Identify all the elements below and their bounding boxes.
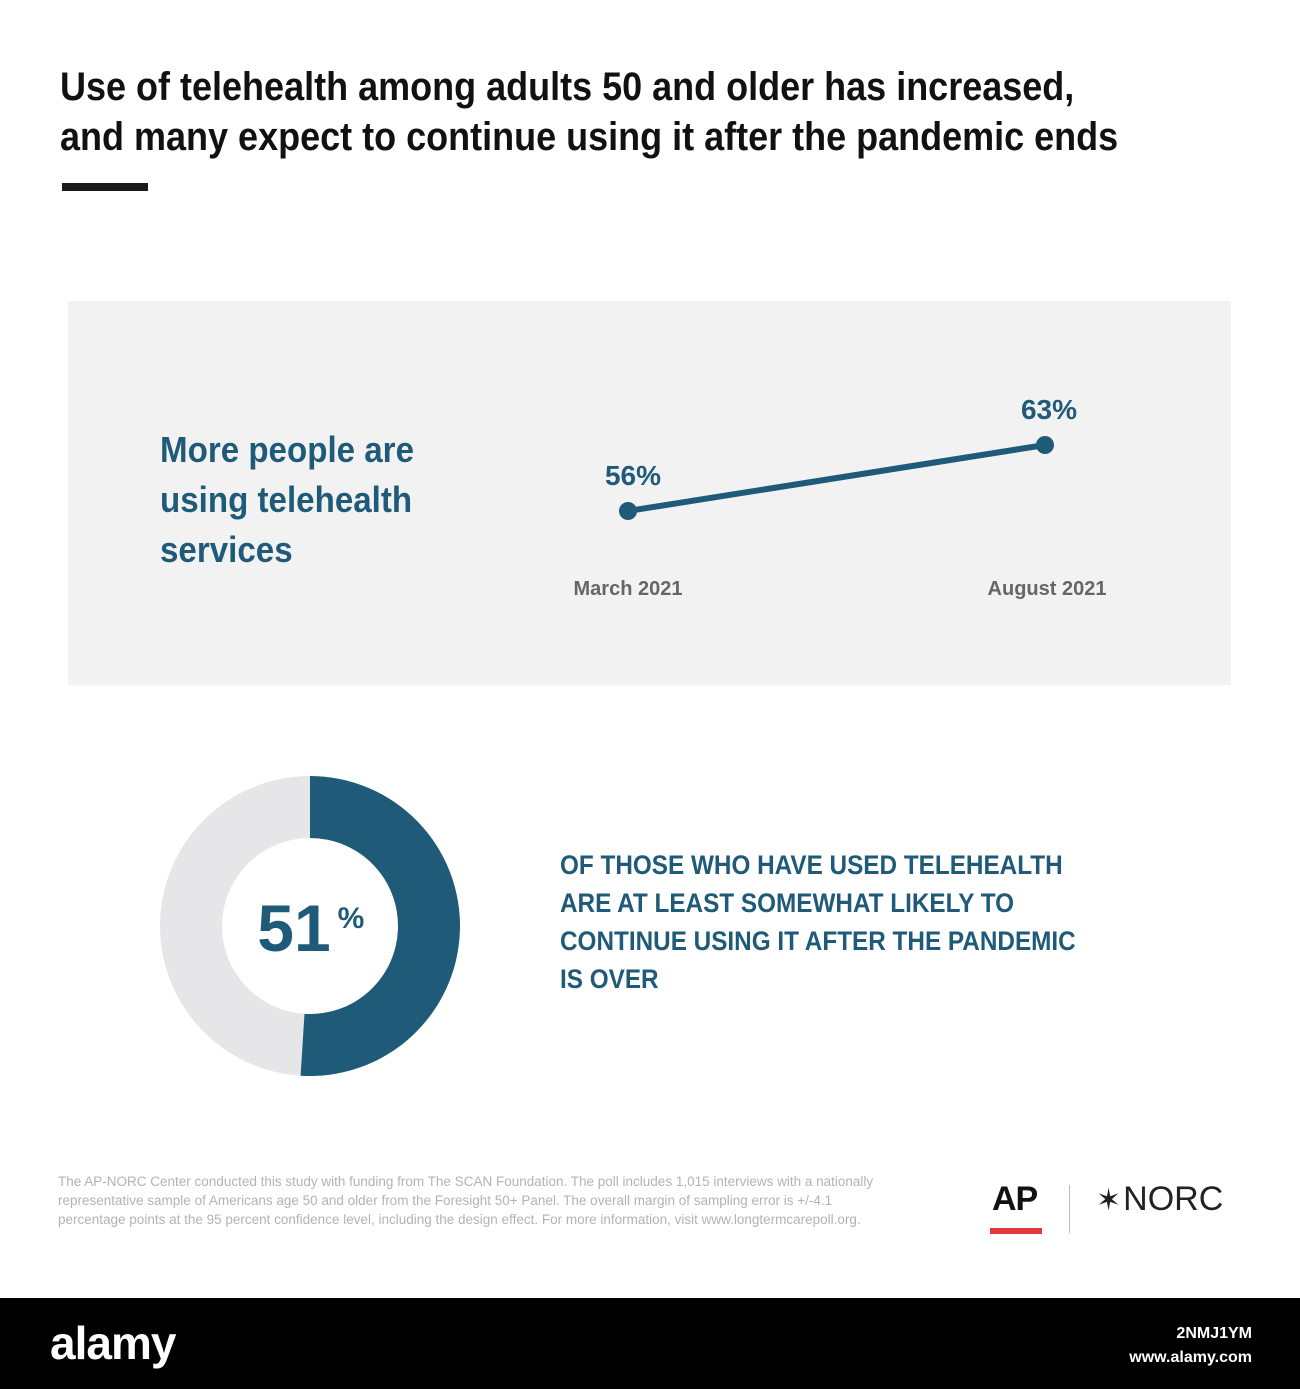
donut-track bbox=[160, 776, 310, 1076]
donut-chart: 51 % bbox=[160, 776, 460, 1076]
stock-banner bbox=[0, 1298, 1300, 1389]
donut-caption: OF THOSE WHO HAVE USED TELEHEALTH ARE AT… bbox=[560, 850, 1076, 994]
x-tick-march: March 2021 bbox=[574, 578, 683, 600]
data-point-march bbox=[619, 502, 637, 520]
ap-logo: AP bbox=[992, 1180, 1038, 1218]
title-underline bbox=[62, 183, 148, 191]
stock-image-id: 2NMJ1YM bbox=[1176, 1325, 1252, 1342]
line-chart-panel bbox=[68, 301, 1231, 685]
stock-id-block: 2NMJ1YM www.alamy.com bbox=[1129, 1322, 1252, 1370]
data-label-august: 63% bbox=[1021, 394, 1077, 425]
logo-divider bbox=[1069, 1185, 1070, 1233]
panel-heading: More people are using telehealth service… bbox=[160, 429, 415, 570]
donut-value: 51 bbox=[257, 891, 330, 965]
norc-logo: ✶NORC bbox=[1096, 1180, 1223, 1219]
series-line bbox=[625, 442, 1048, 514]
methodology-footnote: The AP-NORC Center conducted this study … bbox=[58, 1174, 874, 1227]
donut-unit: % bbox=[338, 902, 365, 935]
data-label-march: 56% bbox=[605, 460, 661, 491]
donut-fill-slice bbox=[300, 776, 460, 1076]
line-chart: 56% 63% March 2021 August 2021 bbox=[574, 394, 1107, 600]
stock-brand: alamy bbox=[50, 1317, 176, 1369]
stock-site: www.alamy.com bbox=[1129, 1349, 1252, 1366]
page-title: Use of telehealth among adults 50 and ol… bbox=[60, 65, 1119, 159]
data-point-august bbox=[1036, 436, 1054, 454]
norc-logo-text: NORC bbox=[1123, 1180, 1224, 1218]
x-tick-august: August 2021 bbox=[988, 578, 1107, 600]
ap-logo-bar bbox=[990, 1228, 1042, 1234]
asterisk-icon: ✶ bbox=[1096, 1184, 1122, 1217]
